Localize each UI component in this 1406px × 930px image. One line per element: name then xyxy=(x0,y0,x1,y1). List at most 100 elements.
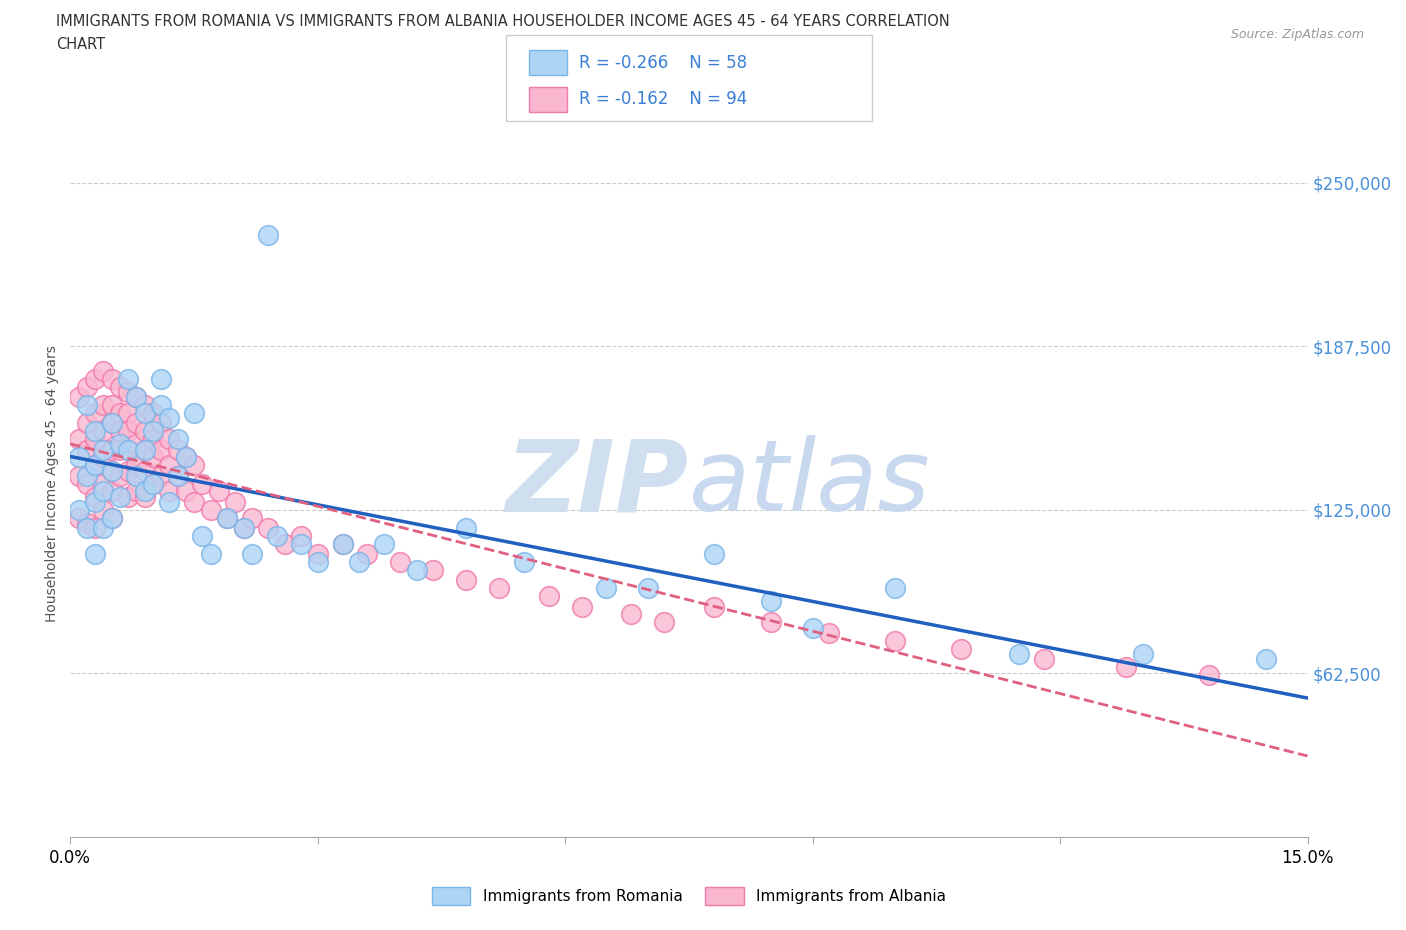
Point xyxy=(84,405,107,420)
Point xyxy=(884,581,907,596)
Point xyxy=(91,364,114,379)
Point xyxy=(232,521,254,536)
Point xyxy=(84,371,107,386)
Point xyxy=(150,371,173,386)
Point xyxy=(91,442,114,457)
Point xyxy=(100,484,122,498)
Point xyxy=(191,476,214,491)
Point xyxy=(91,424,114,439)
Point xyxy=(117,463,139,478)
Point xyxy=(100,416,122,431)
Point xyxy=(134,489,156,504)
Point xyxy=(134,484,156,498)
Point xyxy=(290,537,312,551)
Text: R = -0.266    N = 58: R = -0.266 N = 58 xyxy=(579,54,748,72)
Point xyxy=(117,489,139,504)
Point xyxy=(108,405,131,420)
Point xyxy=(76,379,98,394)
Point xyxy=(91,521,114,536)
Point xyxy=(108,424,131,439)
Point xyxy=(91,484,114,498)
Point xyxy=(76,416,98,431)
Point xyxy=(166,442,188,457)
Point xyxy=(84,547,107,562)
Point xyxy=(513,554,536,569)
Point xyxy=(125,416,148,431)
Point xyxy=(157,432,180,446)
Point xyxy=(134,405,156,420)
Text: CHART: CHART xyxy=(56,37,105,52)
Point xyxy=(100,463,122,478)
Point xyxy=(117,442,139,457)
Point xyxy=(157,411,180,426)
Point xyxy=(488,581,510,596)
Point xyxy=(117,384,139,399)
Point xyxy=(1032,652,1054,667)
Point xyxy=(637,581,659,596)
Point xyxy=(703,599,725,614)
Point xyxy=(84,521,107,536)
Point xyxy=(240,511,263,525)
Point xyxy=(422,563,444,578)
Point xyxy=(224,495,246,510)
Point xyxy=(183,495,205,510)
Point xyxy=(117,424,139,439)
Point xyxy=(76,398,98,413)
Point xyxy=(91,502,114,517)
Point xyxy=(240,547,263,562)
Point xyxy=(125,390,148,405)
Point xyxy=(108,469,131,484)
Point xyxy=(150,442,173,457)
Point xyxy=(134,424,156,439)
Point xyxy=(1008,646,1031,661)
Point xyxy=(91,398,114,413)
Point xyxy=(307,554,329,569)
Point xyxy=(125,458,148,472)
Text: atlas: atlas xyxy=(689,435,931,532)
Point xyxy=(1198,667,1220,682)
Point xyxy=(405,563,427,578)
Point xyxy=(76,521,98,536)
Text: Source: ZipAtlas.com: Source: ZipAtlas.com xyxy=(1230,28,1364,41)
Point xyxy=(142,424,165,439)
Point xyxy=(100,463,122,478)
Point xyxy=(620,607,643,622)
Point xyxy=(134,442,156,457)
Point xyxy=(117,371,139,386)
Point xyxy=(174,484,197,498)
Point xyxy=(108,437,131,452)
Point xyxy=(652,615,675,630)
Point xyxy=(801,620,824,635)
Text: IMMIGRANTS FROM ROMANIA VS IMMIGRANTS FROM ALBANIA HOUSEHOLDER INCOME AGES 45 - : IMMIGRANTS FROM ROMANIA VS IMMIGRANTS FR… xyxy=(56,14,950,29)
Point xyxy=(200,547,222,562)
Text: ZIP: ZIP xyxy=(506,435,689,532)
Point xyxy=(100,442,122,457)
Point xyxy=(134,442,156,457)
Point xyxy=(571,599,593,614)
Point xyxy=(108,489,131,504)
Point xyxy=(84,489,107,504)
Point xyxy=(84,458,107,472)
Point xyxy=(232,521,254,536)
Point xyxy=(215,511,238,525)
Point xyxy=(157,495,180,510)
Point xyxy=(150,416,173,431)
Point xyxy=(142,476,165,491)
Point xyxy=(166,469,188,484)
Point xyxy=(125,484,148,498)
Point xyxy=(76,515,98,530)
Point xyxy=(174,450,197,465)
Point xyxy=(84,458,107,472)
Point xyxy=(332,537,354,551)
Point xyxy=(818,625,841,640)
Point xyxy=(332,537,354,551)
Point xyxy=(174,450,197,465)
Point xyxy=(67,390,90,405)
Point xyxy=(373,537,395,551)
Point xyxy=(389,554,412,569)
Point xyxy=(134,398,156,413)
Point xyxy=(142,405,165,420)
Point xyxy=(150,398,173,413)
Point xyxy=(84,424,107,439)
Point xyxy=(703,547,725,562)
